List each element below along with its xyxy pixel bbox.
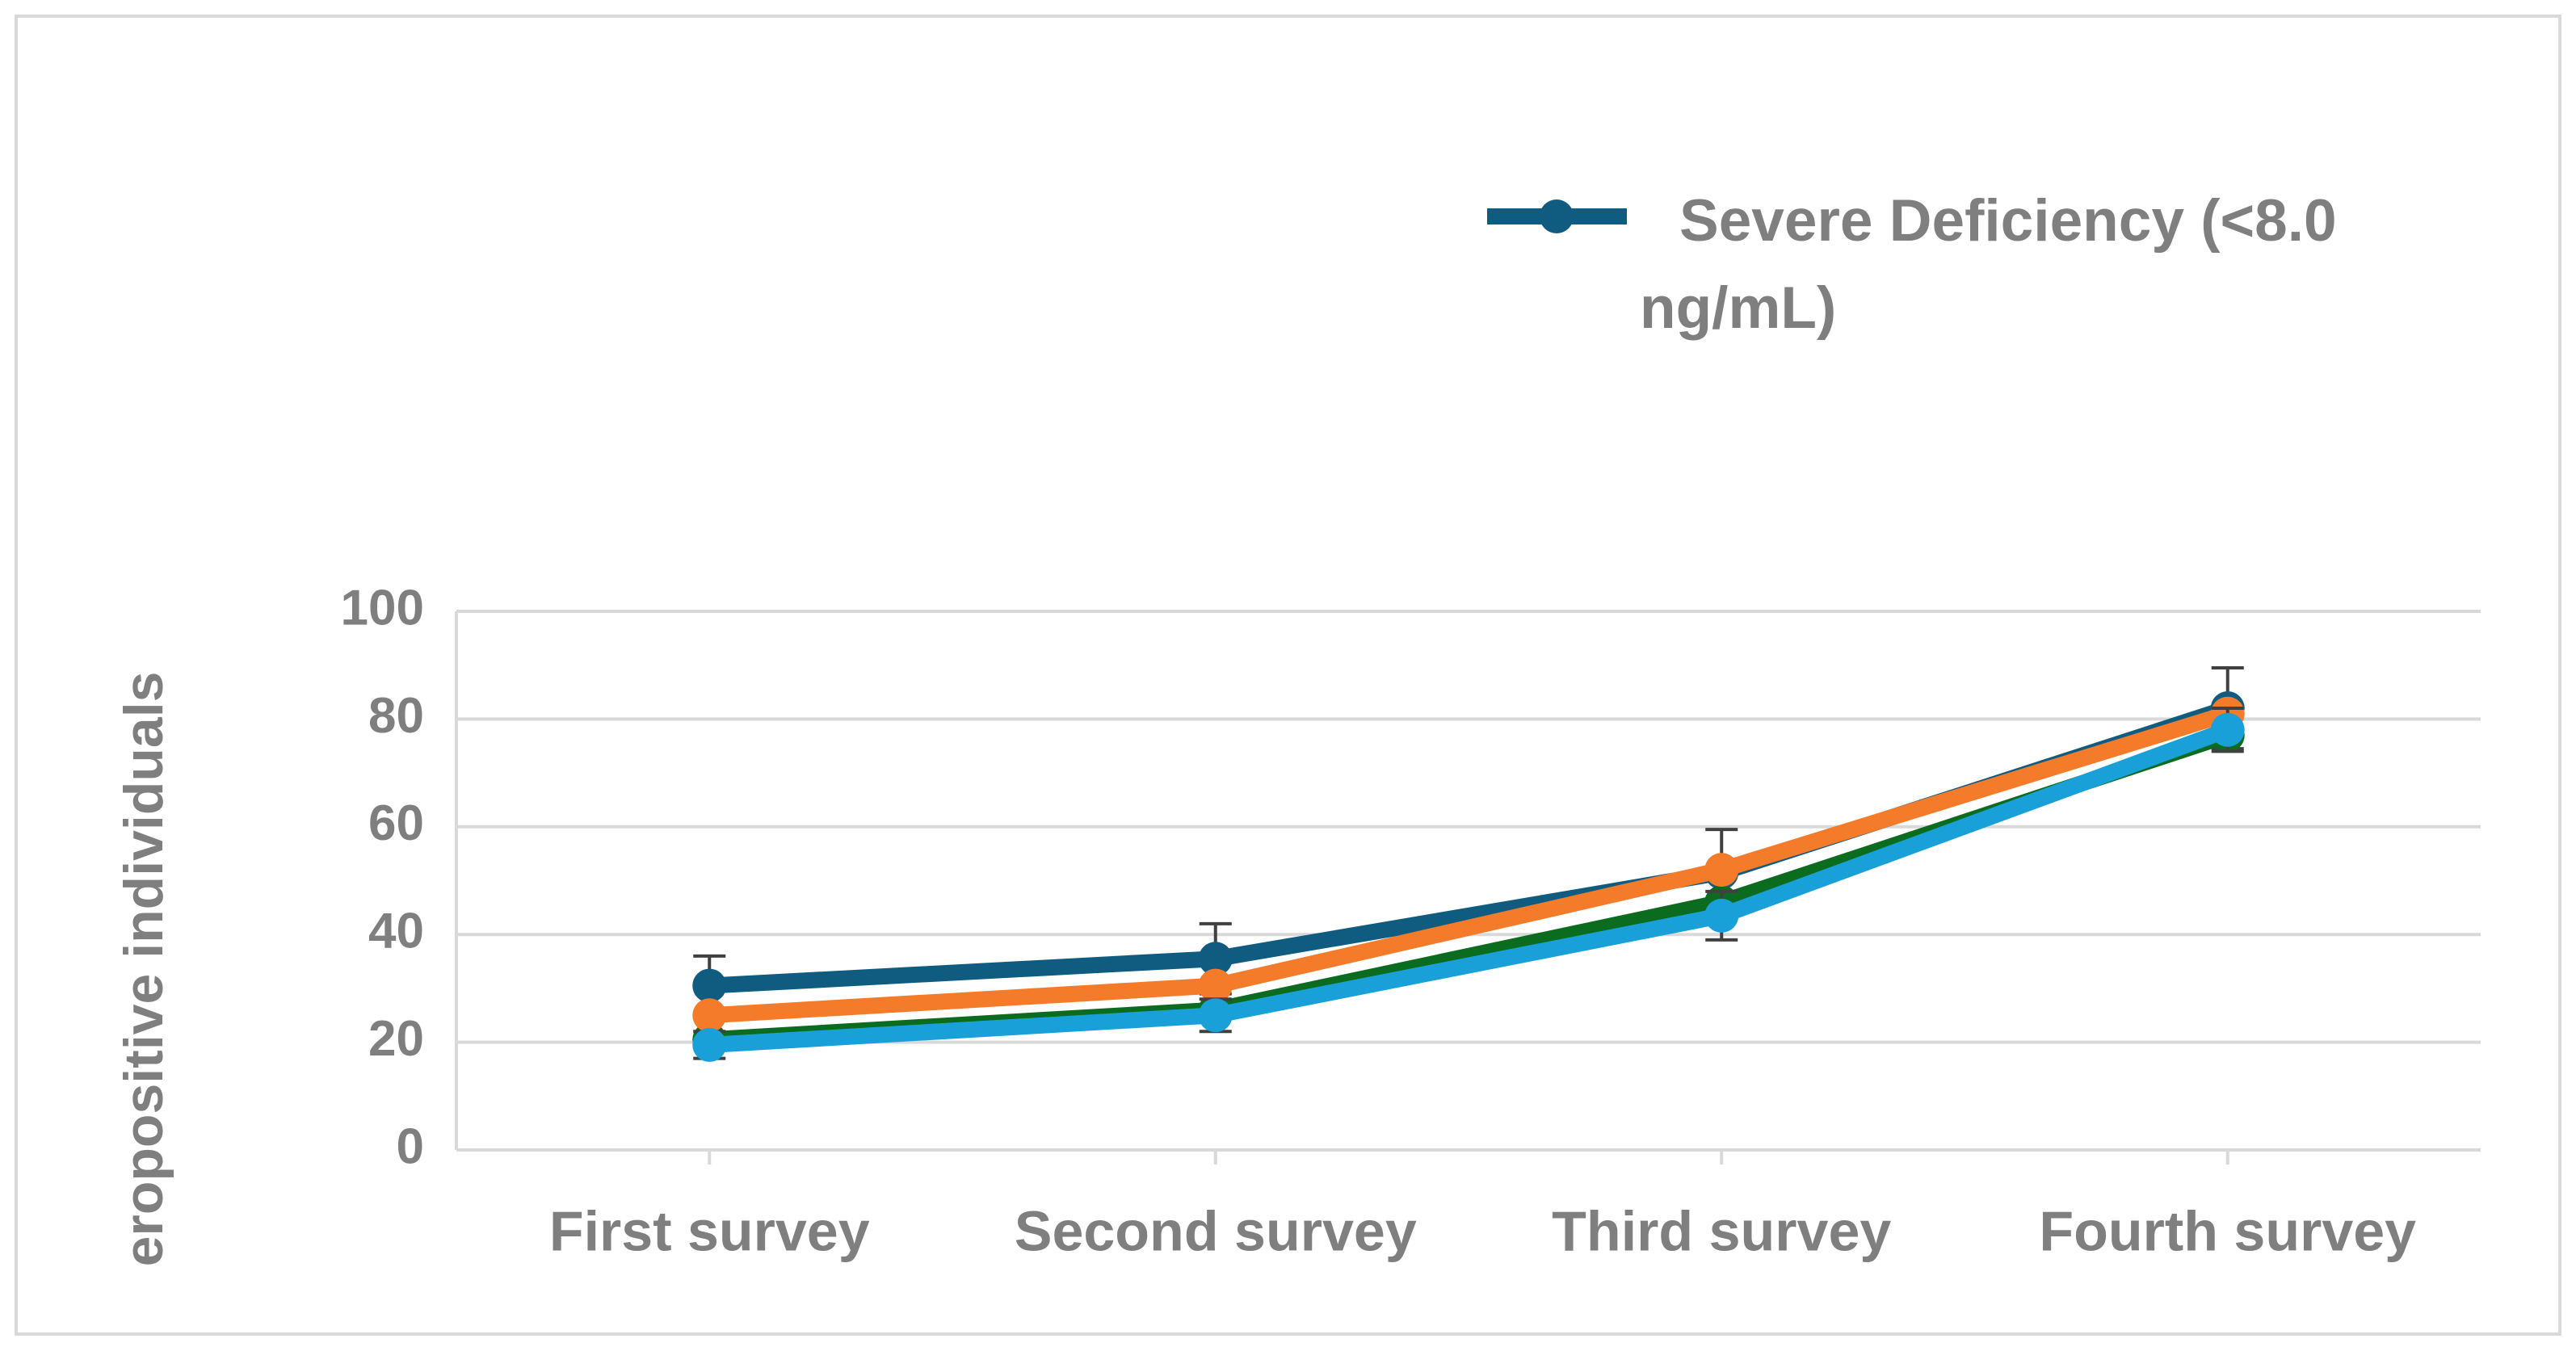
y-axis-title: eropositive individuals	[113, 672, 174, 1267]
series-line	[708, 722, 2231, 1053]
x-tick-label: First survey	[549, 1199, 870, 1262]
y-tick-label: 0	[397, 1118, 424, 1174]
marker	[2210, 712, 2245, 747]
y-tick-label: 100	[341, 580, 424, 636]
marker	[1198, 998, 1233, 1033]
y-tick-label: 80	[368, 688, 424, 744]
marker	[1198, 942, 1233, 976]
y-tick-label: 20	[368, 1011, 424, 1067]
marker	[1198, 968, 1233, 1003]
marker	[692, 998, 727, 1033]
marker	[692, 1027, 727, 1062]
y-tick-label: 60	[368, 795, 424, 851]
legend-marker	[1540, 199, 1574, 233]
series-line	[708, 700, 2230, 994]
x-tick-label: Third survey	[1552, 1199, 1891, 1262]
x-tick-label: Second survey	[1015, 1199, 1417, 1262]
series-line	[708, 706, 2230, 1024]
y-tick-label: 40	[368, 904, 424, 959]
legend-label: Severe Deficiency (<8.0 ng/mL)	[1640, 188, 2337, 341]
chart-frame	[15, 15, 2561, 1336]
marker	[692, 968, 727, 1003]
marker	[1704, 898, 1739, 933]
marker	[1704, 853, 1739, 888]
x-tick-label: Fourth survey	[2039, 1199, 2416, 1262]
